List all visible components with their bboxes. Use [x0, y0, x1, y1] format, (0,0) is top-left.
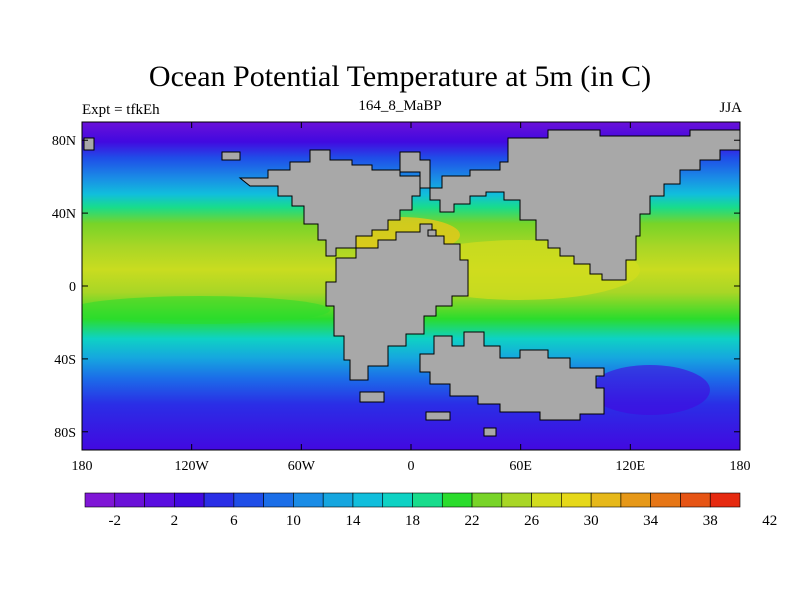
- colorbar-box: [174, 492, 205, 508]
- experiment-label: Expt = tfkEh: [82, 102, 160, 118]
- x-tick-label: 180: [730, 459, 751, 474]
- colorbar-label: 6: [230, 513, 238, 529]
- colorbar-label: 26: [524, 513, 540, 529]
- colorbar-box: [441, 492, 473, 508]
- colorbar-label: 34: [643, 513, 659, 529]
- colorbar-box: [590, 492, 622, 508]
- colorbar-label: 14: [345, 513, 361, 529]
- land-australia: [359, 391, 385, 403]
- land-eurasia: [429, 129, 740, 281]
- y-tick-label: 80N: [52, 134, 76, 149]
- colorbar-label: 30: [584, 513, 599, 529]
- x-tick-label: 180: [72, 459, 93, 474]
- x-tick-label: 60E: [509, 459, 532, 474]
- colorbar-box: [263, 492, 294, 508]
- colorbar-box: [501, 492, 532, 508]
- y-axis: 80N 40N 0 40S 80S: [52, 134, 740, 441]
- y-tick-label: 40N: [52, 207, 76, 222]
- land-island-3: [83, 137, 95, 151]
- land-masses: [83, 129, 740, 437]
- colorbar-label: 22: [465, 513, 480, 529]
- x-tick-label: 120W: [175, 459, 210, 474]
- land-island-4: [221, 151, 241, 161]
- cold-southern-ocean: [590, 365, 710, 415]
- colorbar-box: [561, 492, 592, 508]
- colorbar-box: [382, 492, 413, 508]
- colorbar-label: -2: [109, 513, 122, 529]
- land-island-1: [425, 411, 451, 421]
- colorbar-box: [233, 492, 264, 508]
- colorbar-label: 10: [286, 513, 301, 529]
- colorbar-label: 38: [703, 513, 718, 529]
- land-island-5: [427, 229, 437, 237]
- colorbar-box: [709, 492, 741, 508]
- colorbar-box: [531, 492, 562, 508]
- colorbar-box: [471, 492, 503, 508]
- x-tick-label: 120E: [616, 459, 646, 474]
- y-tick-label: 0: [69, 280, 76, 295]
- colorbar-box: [203, 492, 235, 508]
- x-tick-label: 0: [408, 459, 415, 474]
- colorbar-box: [84, 492, 116, 508]
- x-tick-label: 60W: [288, 459, 316, 474]
- colorbar-box: [352, 492, 384, 508]
- cool-tongue-pacific: [82, 296, 330, 324]
- y-tick-label: 40S: [54, 353, 76, 368]
- colorbar-label: 42: [762, 513, 777, 529]
- colorbar-box: [412, 492, 443, 508]
- land-north-america: [238, 149, 421, 257]
- land-island-2: [483, 427, 497, 437]
- land-africa-antarctica: [419, 331, 605, 421]
- colorbar-label: 18: [405, 513, 420, 529]
- colorbar-labels: -2 2 6 10 14 18 22 26 30 34 38 42: [109, 513, 778, 529]
- land-south-america: [325, 223, 469, 381]
- season-label: JJA: [719, 100, 742, 116]
- colorbar-box: [650, 492, 681, 508]
- colorbar-label: 2: [171, 513, 179, 529]
- colorbar-box: [322, 492, 354, 508]
- colorbar-box: [620, 492, 651, 508]
- x-axis: 180 120W 60W 0 60E 120E 180: [72, 122, 751, 474]
- colorbar-box: [114, 492, 145, 508]
- colorbar: [84, 492, 741, 508]
- time-label: 164_8_MaBP: [358, 98, 442, 114]
- colorbar-box: [680, 492, 711, 508]
- y-tick-label: 80S: [54, 426, 76, 441]
- colorbar-box: [144, 492, 175, 508]
- map-title: Ocean Potential Temperature at 5m (in C): [148, 60, 652, 93]
- colorbar-box: [293, 492, 324, 508]
